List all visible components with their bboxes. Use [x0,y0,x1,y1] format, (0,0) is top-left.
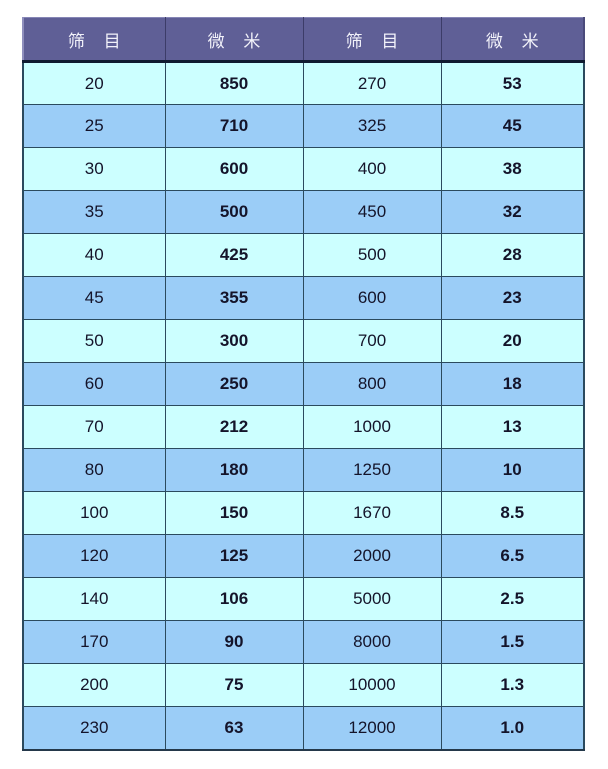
table-row: 20 850 270 53 [22,61,585,105]
cell-micron-right: 10 [440,448,585,492]
cell-mesh-left: 60 [22,362,166,406]
cell-mesh-left: 40 [22,233,166,277]
table-row: 230 63 12000 1.0 [22,706,585,751]
cell-micron-left: 425 [164,233,304,277]
column-header-micron-right: 微 米 [440,17,585,63]
table-row: 45 355 600 23 [22,276,585,320]
table-row: 50 300 700 20 [22,319,585,363]
cell-micron-right: 28 [440,233,585,277]
cell-micron-right: 13 [440,405,585,449]
cell-micron-left: 710 [164,104,304,148]
cell-mesh-left: 45 [22,276,166,320]
table-row: 25 710 325 45 [22,104,585,148]
cell-micron-right: 8.5 [440,491,585,535]
cell-mesh-right: 5000 [302,577,442,621]
cell-micron-right: 20 [440,319,585,363]
cell-micron-right: 2.5 [440,577,585,621]
table-body: 20 850 270 53 25 710 325 45 30 600 400 38 35 500 450 32… [22,61,585,751]
cell-mesh-right: 500 [302,233,442,277]
cell-micron-left: 180 [164,448,304,492]
cell-mesh-right: 10000 [302,663,442,707]
cell-micron-left: 600 [164,147,304,191]
cell-micron-right: 23 [440,276,585,320]
cell-mesh-right: 1250 [302,448,442,492]
cell-micron-right: 6.5 [440,534,585,578]
cell-micron-left: 150 [164,491,304,535]
cell-mesh-right: 270 [302,61,442,105]
table-row: 80 180 1250 10 [22,448,585,492]
cell-mesh-left: 170 [22,620,166,664]
table-row: 140 106 5000 2.5 [22,577,585,621]
cell-mesh-right: 600 [302,276,442,320]
cell-micron-left: 300 [164,319,304,363]
mesh-to-micron-table: 筛 目 微 米 筛 目 微 米 20 850 270 53 25 710 325 45 30 60… [22,17,585,751]
table-header-row: 筛 目 微 米 筛 目 微 米 [22,17,585,63]
cell-mesh-left: 100 [22,491,166,535]
cell-mesh-left: 200 [22,663,166,707]
cell-micron-left: 63 [164,706,304,751]
cell-micron-right: 38 [440,147,585,191]
cell-mesh-left: 120 [22,534,166,578]
cell-mesh-right: 1000 [302,405,442,449]
table-row: 35 500 450 32 [22,190,585,234]
cell-mesh-left: 230 [22,706,166,751]
cell-micron-right: 1.5 [440,620,585,664]
cell-mesh-left: 140 [22,577,166,621]
cell-mesh-right: 450 [302,190,442,234]
cell-micron-left: 355 [164,276,304,320]
cell-micron-right: 32 [440,190,585,234]
column-header-micron-left: 微 米 [164,17,304,63]
cell-micron-left: 250 [164,362,304,406]
table-header: 筛 目 微 米 筛 目 微 米 [22,17,585,63]
column-header-mesh-right: 筛 目 [302,17,442,63]
table-row: 40 425 500 28 [22,233,585,277]
table-row: 30 600 400 38 [22,147,585,191]
cell-mesh-right: 12000 [302,706,442,751]
cell-mesh-left: 20 [22,61,166,105]
cell-micron-right: 18 [440,362,585,406]
cell-micron-left: 125 [164,534,304,578]
table-row: 200 75 10000 1.3 [22,663,585,707]
cell-micron-left: 850 [164,61,304,105]
cell-mesh-left: 50 [22,319,166,363]
table-row: 170 90 8000 1.5 [22,620,585,664]
mesh-conversion-table-container: 筛 目 微 米 筛 目 微 米 20 850 270 53 25 710 325 45 30 60… [22,17,585,751]
cell-mesh-right: 700 [302,319,442,363]
column-header-mesh-left: 筛 目 [22,17,166,63]
cell-mesh-right: 2000 [302,534,442,578]
cell-mesh-right: 800 [302,362,442,406]
cell-micron-left: 212 [164,405,304,449]
cell-mesh-left: 25 [22,104,166,148]
table-row: 70 212 1000 13 [22,405,585,449]
cell-mesh-left: 70 [22,405,166,449]
cell-micron-right: 1.3 [440,663,585,707]
cell-mesh-left: 80 [22,448,166,492]
cell-micron-left: 106 [164,577,304,621]
cell-micron-left: 500 [164,190,304,234]
cell-mesh-right: 325 [302,104,442,148]
cell-micron-left: 90 [164,620,304,664]
table-row: 60 250 800 18 [22,362,585,406]
table-row: 100 150 1670 8.5 [22,491,585,535]
cell-mesh-right: 1670 [302,491,442,535]
cell-mesh-left: 35 [22,190,166,234]
cell-mesh-right: 8000 [302,620,442,664]
cell-micron-right: 1.0 [440,706,585,751]
cell-micron-right: 53 [440,61,585,105]
table-row: 120 125 2000 6.5 [22,534,585,578]
cell-mesh-right: 400 [302,147,442,191]
cell-micron-right: 45 [440,104,585,148]
cell-micron-left: 75 [164,663,304,707]
cell-mesh-left: 30 [22,147,166,191]
